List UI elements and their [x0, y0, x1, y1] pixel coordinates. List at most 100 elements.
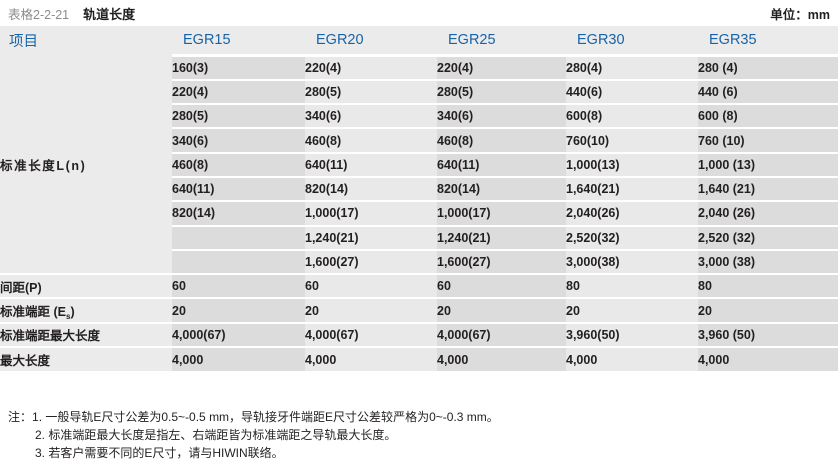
- table-title: 轨道长度: [83, 6, 136, 22]
- note-line: 3. 若客户需要不同的E尺寸，请与HIWIN联络。: [0, 444, 838, 462]
- table-body: 标准长度L(n) 160(3) 220(4) 220(4) 280(4) 280 (4) 2…: [0, 53, 838, 372]
- table-row: 460(8) 640(11) 640(11) 1,000(13) 1,000 (13): [0, 151, 838, 177]
- table-notes: 注： 1. 一般导轨E尺寸公差为0.5~-0.5 mm，导轨接牙件端距E尺寸公差较…: [0, 408, 838, 462]
- cell-standard-length: 2,520(32): [566, 224, 698, 250]
- cell-standard-length: 820(14): [437, 175, 566, 202]
- cell-value: 20: [305, 297, 437, 323]
- table-row: 640(11) 820(14) 820(14) 1,640(21) 1,640 (21): [0, 175, 838, 202]
- table-row: 220(4) 280(5) 280(5) 440(6) 440 (6): [0, 78, 838, 105]
- cell-standard-length: 640(11): [172, 175, 305, 202]
- table-row: 340(6) 460(8) 460(8) 760(10) 760 (10): [0, 127, 838, 153]
- row-label: 标准端距 (Es): [0, 297, 172, 323]
- cell-standard-length: 820(14): [172, 200, 305, 226]
- cell-standard-length: 340(6): [172, 127, 305, 153]
- row-label: 最大长度: [0, 346, 172, 372]
- cell-value: 4,000: [305, 346, 437, 372]
- cell-value: 4,000: [698, 346, 838, 372]
- cell-standard-length: 640(11): [437, 151, 566, 177]
- rail-length-table: 项目 EGR15 EGR20 EGR25 EGR30 EGR35 标准长度L(n…: [0, 26, 838, 372]
- cell-value: 4,000: [437, 346, 566, 372]
- cell-standard-length: 280(5): [437, 78, 566, 105]
- cell-standard-length: 1,240(21): [305, 224, 437, 250]
- cell-standard-length: 280(5): [305, 78, 437, 105]
- cell-standard-length: 1,000 (13): [698, 151, 838, 177]
- cell-standard-length: 600 (8): [698, 103, 838, 129]
- cell-standard-length: [172, 248, 305, 275]
- table-row: 标准端距 (Es) 20 20 20 20 20: [0, 297, 838, 323]
- cell-standard-length: 1,240(21): [437, 224, 566, 250]
- cell-value: 80: [566, 273, 698, 299]
- cell-value: 20: [172, 297, 305, 323]
- note-line: 注： 1. 一般导轨E尺寸公差为0.5~-0.5 mm，导轨接牙件端距E尺寸公差较…: [0, 408, 838, 426]
- cell-standard-length: 2,040(26): [566, 200, 698, 226]
- header-row: 项目 EGR15 EGR20 EGR25 EGR30 EGR35: [0, 26, 838, 56]
- table-row: 1,600(27) 1,600(27) 3,000(38) 3,000 (38): [0, 248, 838, 275]
- notes-prefix: 注：: [8, 410, 33, 424]
- cell-standard-length: 760 (10): [698, 127, 838, 153]
- column-header-item: 项目: [0, 26, 172, 56]
- cell-standard-length: 1,640(21): [566, 175, 698, 202]
- note-text: 标准端距最大长度是指左、右端距皆为标准端距之导轨最大长度。: [48, 428, 397, 442]
- cell-value: 4,000: [566, 346, 698, 372]
- table-row: 最大长度 4,000 4,000 4,000 4,000 4,000: [0, 346, 838, 372]
- cell-standard-length: 280 (4): [698, 53, 838, 80]
- cell-value: 4,000(67): [305, 321, 437, 348]
- cell-standard-length: 820(14): [305, 175, 437, 202]
- cell-standard-length: 460(8): [305, 127, 437, 153]
- cell-standard-length: 1,000(17): [305, 200, 437, 226]
- note-text: 一般导轨E尺寸公差为0.5~-0.5 mm，导轨接牙件端距E尺寸公差较严格为0~…: [45, 410, 499, 424]
- cell-standard-length: 600(8): [566, 103, 698, 129]
- row-label: 标准端距最大长度: [0, 321, 172, 348]
- note-number: 3.: [35, 446, 49, 460]
- cell-value: 60: [437, 273, 566, 299]
- note-line: 2. 标准端距最大长度是指左、右端距皆为标准端距之导轨最大长度。: [0, 426, 838, 444]
- table-number: 表格2-2-21: [8, 7, 70, 22]
- cell-value: 3,960(50): [566, 321, 698, 348]
- cell-value: 20: [566, 297, 698, 323]
- cell-standard-length: 280(5): [172, 103, 305, 129]
- cell-standard-length: 460(8): [437, 127, 566, 153]
- cell-standard-length: 220(4): [437, 53, 566, 80]
- cell-standard-length: [172, 224, 305, 250]
- cell-value: 20: [437, 297, 566, 323]
- cell-value: 80: [698, 273, 838, 299]
- column-header-egr20: EGR20: [305, 26, 437, 56]
- cell-standard-length: 440(6): [566, 78, 698, 105]
- table-caption-bar: 表格2-2-21 轨道长度 单位：mm: [0, 0, 838, 26]
- cell-standard-length: 1,600(27): [305, 248, 437, 275]
- cell-standard-length: 340(6): [305, 103, 437, 129]
- cell-standard-length: 2,040 (26): [698, 200, 838, 226]
- table-row: 标准长度L(n) 160(3) 220(4) 220(4) 280(4) 280 (4): [0, 53, 838, 275]
- cell-standard-length: 220(4): [305, 53, 437, 80]
- table-row: 280(5) 340(6) 340(6) 600(8) 600 (8): [0, 103, 838, 129]
- table-unit-label: 单位：mm: [770, 8, 830, 22]
- cell-standard-length: 220(4): [172, 78, 305, 105]
- cell-value: 60: [305, 273, 437, 299]
- cell-standard-length: 2,520 (32): [698, 224, 838, 250]
- note-number: 2.: [35, 428, 49, 442]
- cell-standard-length: 1,600(27): [437, 248, 566, 275]
- cell-value: 4,000(67): [172, 321, 305, 348]
- cell-value: 4,000: [172, 346, 305, 372]
- table-header: 项目 EGR15 EGR20 EGR25 EGR30 EGR35: [0, 26, 838, 56]
- row-label: 间距(P): [0, 273, 172, 299]
- table-row: 标准端距最大长度 4,000(67) 4,000(67) 4,000(67) 3,960…: [0, 321, 838, 348]
- cell-standard-length: 460(8): [172, 151, 305, 177]
- cell-standard-length: 760(10): [566, 127, 698, 153]
- note-text: 若客户需要不同的E尺寸，请与HIWIN联络。: [48, 446, 284, 460]
- table-row: 820(14) 1,000(17) 1,000(17) 2,040(26) 2,040 …: [0, 200, 838, 226]
- cell-standard-length: 3,000 (38): [698, 248, 838, 275]
- note-number: 1.: [32, 410, 46, 424]
- column-header-egr25: EGR25: [437, 26, 566, 56]
- cell-standard-length: 1,640 (21): [698, 175, 838, 202]
- cell-standard-length: 1,000(17): [437, 200, 566, 226]
- cell-standard-length: 340(6): [437, 103, 566, 129]
- cell-standard-length: 440 (6): [698, 78, 838, 105]
- cell-standard-length: 160(3): [172, 53, 305, 80]
- table-row: 间距(P) 60 60 60 80 80: [0, 273, 838, 299]
- cell-standard-length: 3,000(38): [566, 248, 698, 275]
- cell-standard-length: 1,000(13): [566, 151, 698, 177]
- cell-value: 20: [698, 297, 838, 323]
- column-header-egr15: EGR15: [172, 26, 305, 56]
- column-header-egr30: EGR30: [566, 26, 698, 56]
